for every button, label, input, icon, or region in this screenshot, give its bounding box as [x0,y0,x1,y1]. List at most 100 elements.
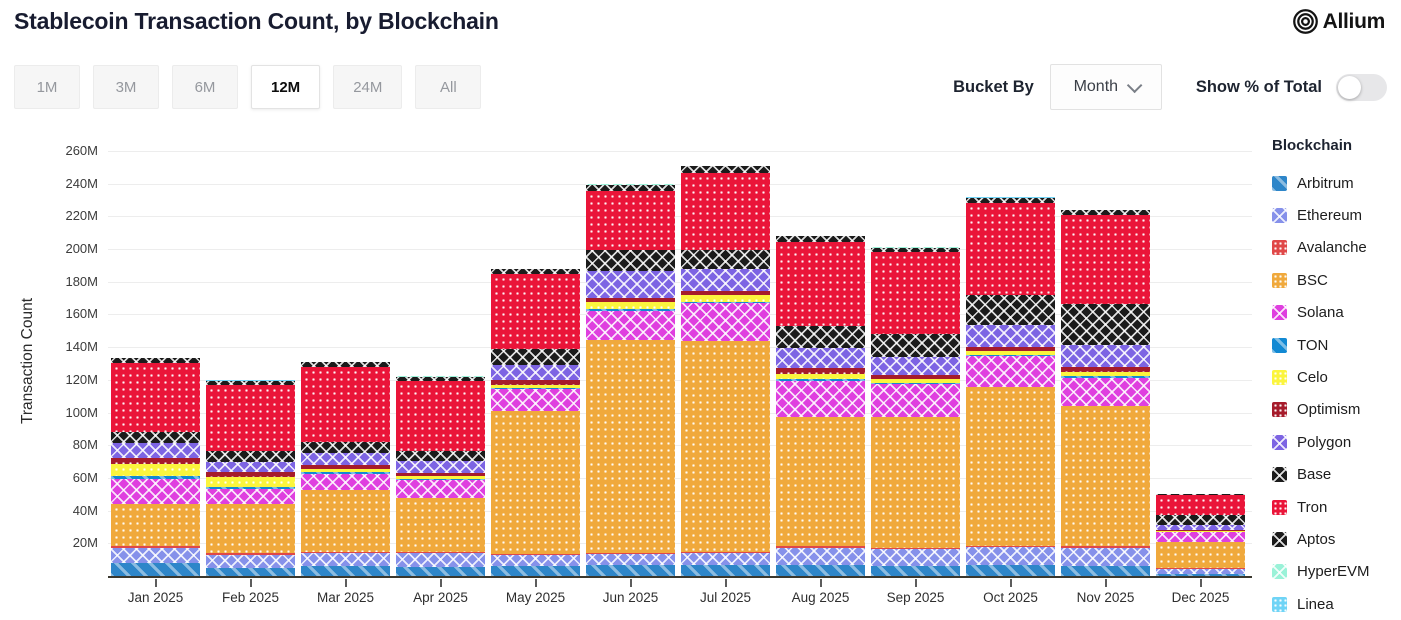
segment-polygon[interactable] [966,325,1055,347]
segment-optimism[interactable] [586,297,675,303]
segment-solana[interactable] [206,488,295,505]
segment-solana[interactable] [396,479,485,498]
segment-aptos[interactable] [301,362,390,367]
legend-item-linea[interactable]: Linea [1272,588,1370,620]
bar-jan-2025[interactable] [108,152,203,577]
segment-celo[interactable] [1061,371,1150,376]
segment-ethereum[interactable] [206,554,295,569]
show-percent-toggle[interactable] [1336,73,1387,101]
segment-celo[interactable] [776,374,865,380]
bar-nov-2025[interactable] [1058,152,1153,577]
segment-arbitrum[interactable] [206,568,295,577]
segment-solana[interactable] [1061,377,1150,406]
segment-celo[interactable] [206,477,295,488]
segment-avalanche[interactable] [871,547,960,550]
segment-ethereum[interactable] [966,547,1055,565]
legend-item-bsc[interactable]: BSC [1272,264,1370,296]
segment-base[interactable] [776,325,865,349]
segment-aptos[interactable] [111,358,200,364]
segment-optimism[interactable] [966,346,1055,351]
segment-bsc[interactable] [491,411,580,554]
segment-polygon[interactable] [206,461,295,473]
segment-ethereum[interactable] [1061,547,1150,566]
segment-arbitrum[interactable] [1156,573,1245,577]
segment-tron[interactable] [301,366,390,442]
segment-aptos[interactable] [681,166,770,173]
segment-ethereum[interactable] [301,553,390,567]
segment-bsc[interactable] [1156,542,1245,569]
segment-optimism[interactable] [301,464,390,470]
segment-optimism[interactable] [396,472,485,477]
segment-aptos[interactable] [396,376,485,381]
segment-celo[interactable] [1156,531,1245,532]
segment-celo[interactable] [681,295,770,302]
segment-bsc[interactable] [681,340,770,552]
legend-item-base[interactable]: Base [1272,459,1370,491]
segment-base[interactable] [871,334,960,357]
segment-solana[interactable] [491,389,580,412]
segment-tron[interactable] [396,380,485,452]
segment-avalanche[interactable] [491,553,580,556]
segment-avalanche[interactable] [776,545,865,548]
segment-bsc[interactable] [966,387,1055,546]
segment-ethereum[interactable] [396,553,485,568]
segment-base[interactable] [206,451,295,462]
segment-optimism[interactable] [1061,366,1150,372]
segment-tron[interactable] [966,202,1055,296]
legend-item-celo[interactable]: Celo [1272,361,1370,393]
range-button-all[interactable]: All [415,65,482,109]
segment-avalanche[interactable] [301,551,390,554]
segment-ethereum[interactable] [586,554,675,565]
segment-polygon[interactable] [491,365,580,380]
segment-polygon[interactable] [301,453,390,465]
segment-aptos[interactable] [1156,494,1245,496]
segment-tron[interactable] [1061,214,1150,304]
segment-optimism[interactable] [681,291,770,296]
segment-tron[interactable] [681,172,770,250]
segment-celo[interactable] [396,476,485,479]
segment-optimism[interactable] [491,379,580,385]
segment-base[interactable] [111,431,200,444]
segment-ethereum[interactable] [681,553,770,565]
segment-optimism[interactable] [111,457,200,464]
segment-ton[interactable] [491,388,580,390]
segment-avalanche[interactable] [966,545,1055,548]
segment-aptos[interactable] [776,236,865,243]
segment-avalanche[interactable] [681,551,770,554]
segment-optimism[interactable] [776,368,865,375]
segment-arbitrum[interactable] [1061,565,1150,577]
range-button-1m[interactable]: 1M [14,65,80,109]
segment-optimism[interactable] [206,472,295,478]
segment-bsc[interactable] [586,340,675,553]
segment-base[interactable] [301,441,390,454]
segment-celo[interactable] [491,384,580,389]
segment-aptos[interactable] [1061,209,1150,215]
legend-item-solana[interactable]: Solana [1272,297,1370,329]
segment-base[interactable] [586,250,675,272]
bar-aug-2025[interactable] [773,152,868,577]
segment-bsc[interactable] [301,489,390,552]
segment-polygon[interactable] [871,356,960,376]
bar-jul-2025[interactable] [678,152,773,577]
segment-avalanche[interactable] [111,545,200,548]
legend-item-hyperevm[interactable]: HyperEVM [1272,556,1370,588]
segment-polygon[interactable] [776,348,865,369]
segment-celo[interactable] [966,351,1055,355]
segment-bsc[interactable] [111,504,200,546]
legend-item-aptos[interactable]: Aptos [1272,523,1370,555]
segment-base[interactable] [1061,303,1150,346]
segment-avalanche[interactable] [206,553,295,555]
segment-aptos[interactable] [871,247,960,252]
segment-ton[interactable] [681,301,770,304]
segment-avalanche[interactable] [586,552,675,555]
segment-arbitrum[interactable] [111,563,200,577]
bucket-by-select[interactable]: Month [1049,64,1162,110]
segment-base[interactable] [966,295,1055,326]
segment-bsc[interactable] [206,504,295,554]
range-button-24m[interactable]: 24M [333,65,403,109]
legend-item-ton[interactable]: TON [1272,329,1370,361]
segment-solana[interactable] [871,384,960,417]
segment-solana[interactable] [301,474,390,490]
segment-tron[interactable] [776,242,865,326]
segment-polygon[interactable] [1061,345,1150,367]
